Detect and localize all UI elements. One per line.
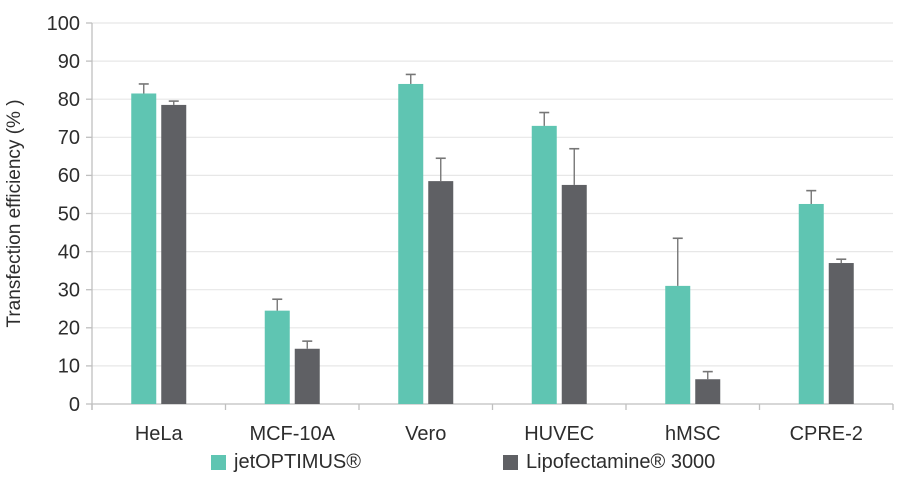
x-category-label-mcf-10a: MCF-10A <box>249 423 335 445</box>
bar-lipofectamine-3000-huvec <box>561 184 587 404</box>
bar-jetoptimus-cpre-2 <box>798 203 824 404</box>
bar-lipofectamine-3000-mcf-10a <box>294 348 320 404</box>
bar-jetoptimus-hela <box>131 93 157 405</box>
bar-jetoptimus-hmsc <box>665 285 691 404</box>
bar-lipofectamine-3000-cpre-2 <box>828 263 854 404</box>
bar-lipofectamine-3000-hela <box>161 104 187 404</box>
x-category-label-vero: Vero <box>405 423 446 445</box>
x-category-label-huvec: HUVEC <box>524 423 594 445</box>
y-tick-label: 40 <box>58 241 80 263</box>
y-tick-label: 20 <box>58 318 80 340</box>
gridlines <box>92 22 893 367</box>
y-tick-label: 30 <box>58 280 80 302</box>
y-tick-label: 50 <box>58 203 80 225</box>
x-category-label-hela: HeLa <box>135 423 184 445</box>
bar-lipofectamine-3000-hmsc <box>695 379 721 404</box>
axes <box>86 22 894 410</box>
bar-jetoptimus-huvec <box>531 125 557 405</box>
y-tick-label: 70 <box>58 127 80 149</box>
error-bars <box>138 73 847 380</box>
bar-jetoptimus-vero <box>398 83 424 405</box>
y-tick-label: 10 <box>58 356 80 378</box>
legend-label-jetoptimus: jetOPTIMUS® <box>234 451 361 473</box>
y-tick-label: 80 <box>58 89 80 111</box>
legend-label-lipofectamine: Lipofectamine® 3000 <box>526 451 716 473</box>
legend: jetOPTIMUS® Lipofectamine® 3000 <box>0 449 900 477</box>
y-tick-label: 100 <box>47 13 80 35</box>
y-tick-label: 0 <box>69 394 80 416</box>
bar-lipofectamine-3000-vero <box>428 181 454 404</box>
y-tick-label: 90 <box>58 51 80 73</box>
y-tick-labels: 0 10 20 30 40 50 60 70 80 90 100 <box>47 13 80 416</box>
legend-item-lipofectamine: Lipofectamine® 3000 <box>503 451 715 474</box>
bars <box>131 83 854 405</box>
x-category-labels: HeLa MCF-10A Vero HUVEC hMSC CPRE-2 <box>135 423 863 445</box>
legend-item-jetoptimus: jetOPTIMUS® <box>211 451 361 474</box>
x-category-label-cpre-2: CPRE-2 <box>790 423 863 445</box>
legend-swatch-lipofectamine <box>503 455 518 470</box>
bar-jetoptimus-mcf-10a <box>264 310 290 404</box>
legend-swatch-jetoptimus <box>211 455 226 470</box>
x-category-label-hmsc: hMSC <box>665 423 721 445</box>
y-axis-title: Transfection efficiency (% ) <box>4 99 25 327</box>
y-tick-label: 60 <box>58 165 80 187</box>
